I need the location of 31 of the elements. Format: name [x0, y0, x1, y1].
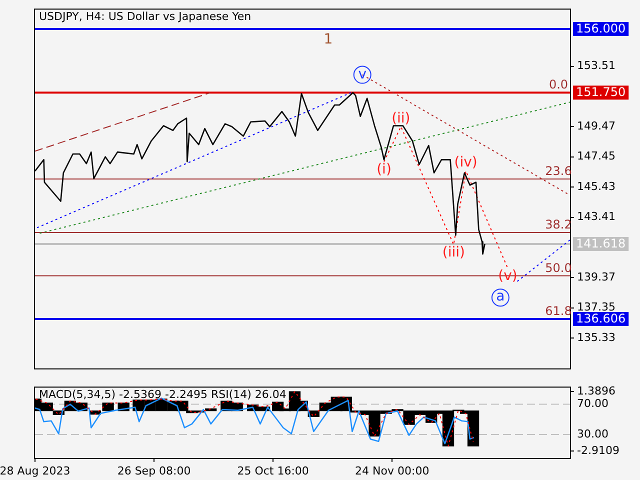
x-tick-label: 26 Sep 08:00 — [117, 464, 191, 478]
y-tick-label: 153.51 — [577, 59, 616, 72]
annotation: 0.0 — [548, 78, 568, 92]
y2-tick-label: 30.00 — [577, 427, 608, 440]
ref-line-label: 151.750 — [576, 85, 626, 100]
annotation: v — [358, 66, 367, 82]
y-tick-label: 149.47 — [577, 120, 616, 133]
annotation: (i) — [376, 161, 392, 178]
y-tick-label: 137.35 — [577, 300, 616, 314]
x-tick-label: 24 Nov 00:00 — [355, 464, 430, 478]
y-tick-label: -2.9109 — [577, 444, 620, 458]
ref-line-label: 136.606 — [576, 312, 626, 326]
y2-tick-label: 70.00 — [577, 397, 608, 410]
ref-line-label: 156.000 — [576, 22, 626, 36]
annotation: (iv) — [454, 154, 478, 171]
chart-title: MACD(5,34,5) -2.5369 -2.2495 RSI(14) 26.04 — [39, 388, 286, 401]
annotation: 1 — [324, 32, 333, 48]
annotation: a — [496, 288, 505, 304]
x-tick-label: 28 Aug 2023 — [0, 464, 70, 478]
y-tick-label: 1.3896 — [577, 384, 616, 398]
y-tick-label: 147.45 — [577, 150, 616, 163]
line-series — [35, 391, 474, 447]
y-tick-label: 135.33 — [577, 330, 616, 344]
y-tick-label: 143.41 — [577, 210, 616, 224]
x-tick-label: 25 Oct 16:00 — [237, 464, 309, 478]
y-tick-label: 139.37 — [577, 270, 616, 284]
chart-title: USDJPY, H4: US Dollar vs Japanese Yen — [39, 10, 252, 23]
annotation: (ii) — [392, 110, 410, 126]
annotation: (iii) — [442, 244, 465, 260]
y-tick-label: 145.43 — [577, 180, 616, 193]
ref-line-label: 141.618 — [576, 236, 626, 251]
